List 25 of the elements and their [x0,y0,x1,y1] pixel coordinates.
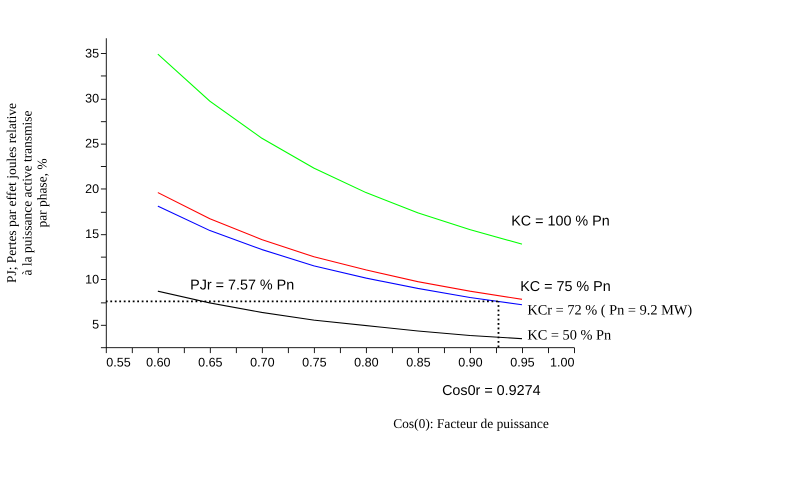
y-tick-label: 35 [85,46,100,60]
series-label: KC = 50 % Pn [527,328,612,344]
x-tick-label: 0.85 [406,356,431,370]
x-tick-label: 0.65 [198,356,223,370]
x-tick-label: 0.60 [146,356,171,370]
x-tick-label: 0.70 [250,356,275,370]
x-axis-title: Cos(0): Facteur de puissance [393,416,549,431]
y-tick-label: 30 [85,91,100,106]
y-tick-label: 15 [85,227,100,242]
y-tick-label: 10 [85,272,100,286]
ref-line-label: Cos0r = 0.9274 [442,382,541,399]
series-label: KC = 100 % Pn [511,213,610,230]
y-tick-label: 20 [85,182,100,196]
x-tick-label: 0.80 [354,356,379,370]
x-tick-label: 0.55 [106,356,131,370]
x-tick-label: 0.90 [458,356,483,370]
series-label: KCr = 72 % ( Pn = 9.2 MW) [527,302,692,319]
series-label: KC = 75 % Pn [520,279,611,296]
x-tick-label: 0.95 [510,356,535,370]
x-tick-label: 0.75 [302,356,327,370]
ref-line-label: PJr = 7.57 % Pn [190,278,294,294]
y-tick-label: 25 [85,136,100,151]
y-tick-label: 5 [92,318,100,332]
x-tick-label: 1.00 [550,356,574,370]
y-axis-title: PJ; Pertes par effet joules relative à la puissance active transmise par phase, % [4,102,50,283]
